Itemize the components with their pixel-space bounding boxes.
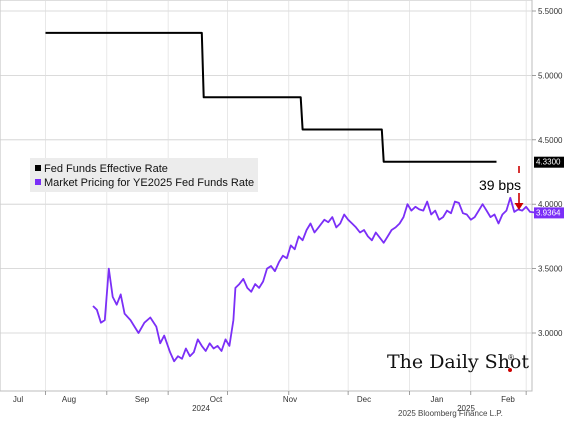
x-tick-label: Jan [431, 395, 444, 404]
x-year-label: 2025 [457, 404, 475, 413]
x-tick-label: Aug [62, 395, 76, 404]
series-line-effective-rate [45, 31, 497, 163]
x-tick-label: Feb [501, 395, 515, 404]
legend-swatch-market-pricing [35, 179, 41, 185]
legend: Fed Funds Effective Rate Market Pricing … [30, 158, 258, 192]
legend-swatch-effective-rate [35, 165, 41, 171]
x-axis: Jul Aug Sep Oct Nov Dec Jan Feb 2024 2025 [13, 391, 527, 413]
grid [0, 0, 533, 392]
series-line-market-pricing [92, 196, 535, 363]
value-badge-effective-rate [534, 156, 564, 168]
y-tick-label: 3.5000 [538, 265, 563, 274]
x-tick-label: Nov [283, 395, 297, 404]
x-tick-label: Dec [357, 395, 371, 404]
brand-dot [508, 368, 512, 372]
annotation-arrowhead [514, 203, 524, 210]
y-tick-label: 5.0000 [538, 71, 563, 80]
x-tick-label: Oct [210, 395, 223, 404]
x-year-label: 2024 [192, 404, 210, 413]
value-badges: 4.3300 3.9364 [534, 156, 564, 219]
y-tick-label: 3.0000 [538, 329, 563, 338]
legend-background [30, 158, 258, 192]
x-tick-label: Jul [13, 395, 23, 404]
brand-logo: The Daily Shot [387, 351, 529, 373]
annotation: 39 bps [479, 166, 524, 210]
source-note: 2025 Bloomberg Finance L.P. [398, 409, 503, 418]
y-axis: 5.5000 5.0000 4.5000 4.0000 3.5000 3.0000 [532, 7, 563, 338]
value-badge-label: 3.9364 [536, 208, 561, 217]
legend-label-market-pricing: Market Pricing for YE2025 Fed Funds Rate [44, 177, 254, 189]
plot-border [0, 0, 533, 392]
y-tick-label: 4.0000 [538, 200, 563, 209]
legend-label-effective-rate: Fed Funds Effective Rate [44, 163, 168, 175]
x-tick-label: Sep [135, 395, 150, 404]
annotation-label: 39 bps [479, 177, 521, 193]
brand-registered-mark: ® [508, 353, 514, 362]
value-badge-market-pricing [534, 207, 564, 219]
y-tick-label: 4.5000 [538, 136, 563, 145]
series-layer [45, 31, 535, 363]
value-badge-label: 4.3300 [536, 158, 561, 167]
y-tick-label: 5.5000 [538, 7, 563, 16]
